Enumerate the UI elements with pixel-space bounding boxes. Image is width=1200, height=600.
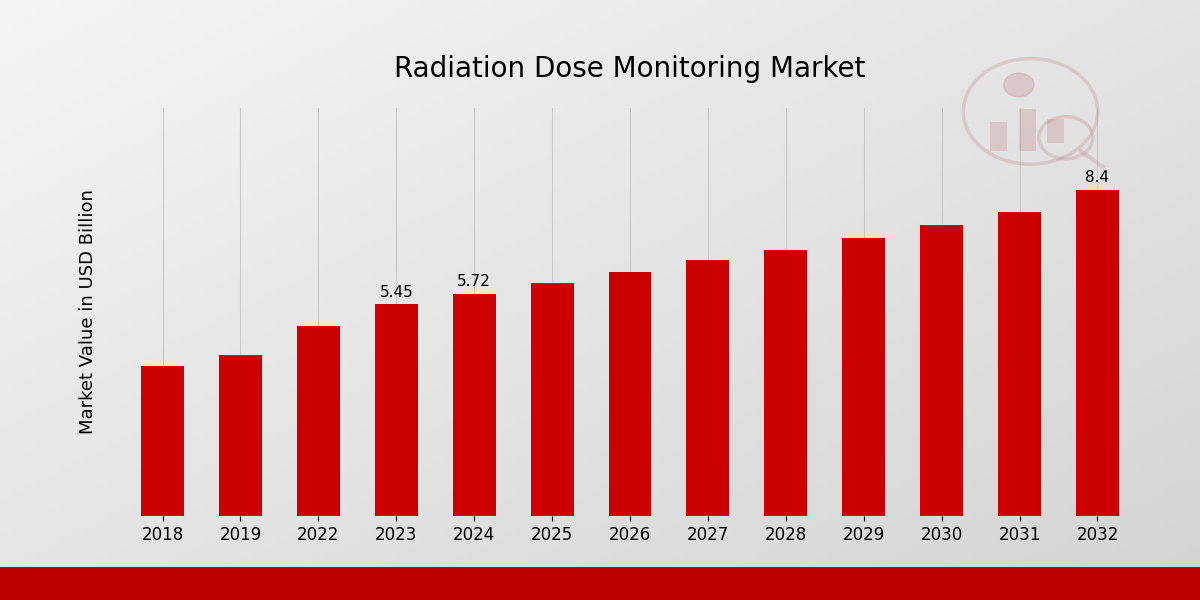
Bar bbox=[530, 283, 574, 516]
Bar bbox=[1048, 119, 1064, 143]
Text: 8.4: 8.4 bbox=[1086, 170, 1110, 185]
Bar bbox=[920, 226, 964, 516]
Bar bbox=[1019, 109, 1036, 151]
Bar bbox=[374, 304, 418, 516]
Bar bbox=[1076, 190, 1118, 516]
Bar bbox=[686, 260, 730, 516]
Title: Radiation Dose Monitoring Market: Radiation Dose Monitoring Market bbox=[395, 55, 865, 83]
Bar bbox=[142, 367, 184, 516]
Y-axis label: Market Value in USD Billion: Market Value in USD Billion bbox=[79, 190, 97, 434]
Text: 5.45: 5.45 bbox=[379, 284, 413, 299]
Text: 5.72: 5.72 bbox=[457, 274, 491, 289]
Bar bbox=[990, 122, 1007, 151]
Bar bbox=[296, 326, 340, 516]
Bar bbox=[608, 272, 652, 516]
Bar bbox=[842, 238, 886, 516]
Bar bbox=[220, 355, 262, 516]
Bar bbox=[998, 212, 1040, 516]
Bar bbox=[764, 250, 808, 516]
Circle shape bbox=[1003, 73, 1034, 97]
Bar bbox=[452, 294, 496, 516]
